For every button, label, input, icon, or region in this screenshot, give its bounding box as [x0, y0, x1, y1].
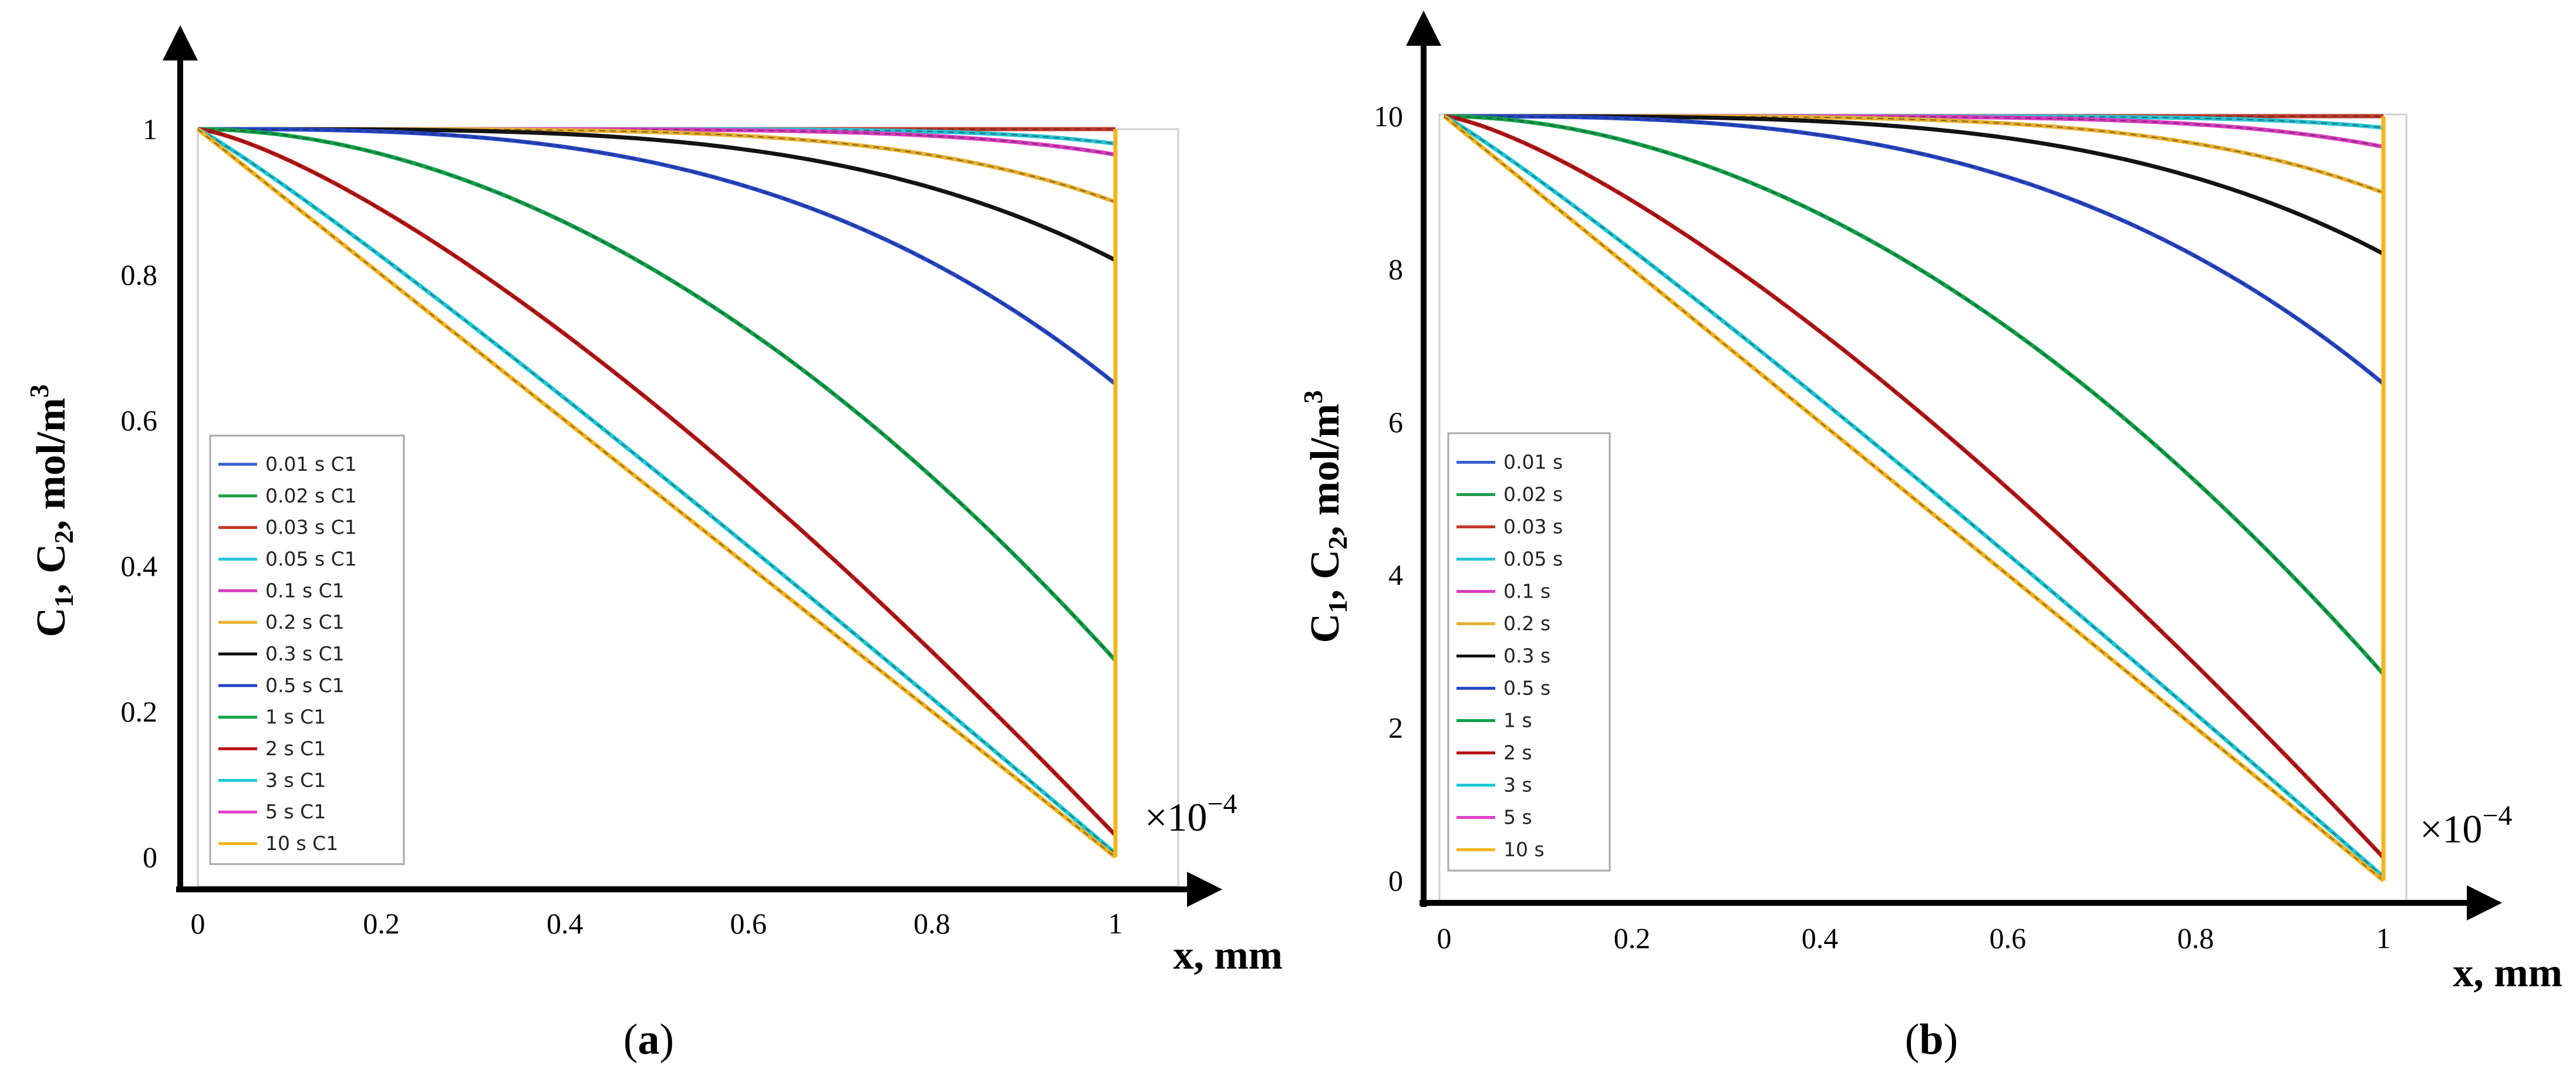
- legend-label-a-3: 0.05 s C1: [265, 547, 357, 570]
- y-tick-label-a-3: 0.6: [121, 404, 158, 437]
- y-tick-label-a-4: 0.8: [121, 258, 158, 291]
- y-tick-label-b-5: 10: [1374, 100, 1403, 133]
- series-overlay-b-6: [1444, 116, 2384, 255]
- y-axis-label-b: C1, C2, mol/m3: [1298, 390, 1353, 643]
- panel-label-b: (b): [1905, 1016, 1958, 1064]
- legend-b: 0.01 s 0.02 s 0.03 s 0.05 s 0.1 s 0.2 s 0.3 s 0…: [1447, 432, 1611, 872]
- series-overlay-a-10: [197, 129, 1116, 854]
- y-tick-label-b-2: 4: [1388, 558, 1403, 591]
- x-ticks-b: 0 0.2 0.4 0.6 0.8 1: [1437, 922, 2391, 955]
- x-tick-label-b-4: 0.8: [2177, 922, 2214, 955]
- y-axis-label-a: C1, C2, mol/m3: [24, 385, 79, 638]
- y-tick-label-a-0: 0: [143, 841, 157, 874]
- legend-label-b-1: 0.02 s: [1503, 483, 1563, 506]
- legend-label-b-8: 1 s: [1503, 709, 1532, 732]
- panel-label-a: (a): [623, 1016, 674, 1064]
- x-axis-label-a: x, mm: [1173, 933, 1283, 978]
- legend-items-a: 0.01 s C1 0.02 s C1 0.03 s C1 0.05 s C1 0.1 …: [218, 453, 357, 855]
- series-overlay-b-5: [1444, 116, 2384, 194]
- x-tick-label-a-4: 0.8: [913, 907, 950, 940]
- legend-a: 0.01 s C1 0.02 s C1 0.03 s C1 0.05 s C1 0.1 …: [209, 434, 405, 865]
- series-overlay-a-7: [198, 129, 1116, 385]
- x-tick-label-a-0: 0: [191, 907, 205, 940]
- series-overlay-b-12: [1444, 116, 2384, 881]
- series-overlay-a-12: [197, 129, 1116, 858]
- legend-items-b: 0.01 s 0.02 s 0.03 s 0.05 s 0.1 s 0.2 s 0.3 s 0…: [1456, 451, 1563, 861]
- y-tick-label-b-4: 8: [1388, 252, 1403, 285]
- x-tick-label-b-1: 0.2: [1614, 922, 1651, 955]
- legend-label-a-0: 0.01 s C1: [265, 453, 357, 476]
- legend-label-a-2: 0.03 s C1: [265, 516, 357, 539]
- series-overlay-b-10: [1444, 116, 2384, 878]
- x-tick-label-a-3: 0.6: [730, 907, 767, 940]
- x-tick-label-b-3: 0.6: [1990, 922, 2027, 955]
- legend-label-b-6: 0.3 s: [1503, 645, 1550, 667]
- legend-box-a: [209, 434, 405, 865]
- y-tick-label-a-1: 0.2: [121, 695, 158, 728]
- legend-label-a-7: 0.5 s C1: [265, 674, 345, 697]
- y-tick-label-b-1: 2: [1388, 711, 1403, 744]
- legend-label-a-10: 3 s C1: [265, 768, 326, 791]
- x-multiplier-b: ×10−4: [2420, 800, 2512, 851]
- series-overlay-a-8: [197, 129, 1116, 661]
- y-tick-label-b-3: 6: [1388, 406, 1403, 439]
- legend-label-a-9: 2 s C1: [265, 737, 326, 760]
- x-tick-label-b-0: 0: [1437, 922, 1452, 955]
- legend-label-a-12: 10 s C1: [265, 832, 338, 855]
- series-overlay-b-4: [1444, 116, 2384, 148]
- series-overlay-b-8: [1444, 116, 2384, 675]
- legend-label-a-11: 5 s C1: [265, 800, 326, 823]
- legend-label-b-3: 0.05 s: [1503, 548, 1563, 571]
- legend-label-b-10: 3 s: [1503, 774, 1532, 797]
- legend-label-a-4: 0.1 s C1: [265, 579, 345, 602]
- legend-label-b-11: 5 s: [1503, 806, 1532, 829]
- x-tick-label-b-2: 0.4: [1802, 922, 1839, 955]
- x-tick-label-b-5: 1: [2376, 922, 2391, 955]
- legend-box-b: [1447, 432, 1611, 872]
- legend-label-a-5: 0.2 s C1: [265, 611, 345, 633]
- x-tick-label-a-5: 1: [1108, 907, 1123, 940]
- legend-label-b-5: 0.2 s: [1503, 612, 1550, 635]
- x-ticks-a: 0 0.2 0.4 0.6 0.8 1: [191, 907, 1123, 940]
- legend-label-b-9: 2 s: [1503, 741, 1532, 764]
- chart-b: 0 2 4 6 8 10 0 0.2 0.4 0.6 0.8 1 0.01 s 0.02 s 0.03 …: [1298, 11, 2562, 1064]
- y-tick-label-a-5: 1: [143, 113, 157, 146]
- legend-label-b-12: 10 s: [1503, 838, 1545, 861]
- x-tick-label-a-2: 0.4: [547, 907, 584, 940]
- y-ticks-a: 0 0.2 0.4 0.6 0.8 1: [121, 113, 158, 874]
- legend-label-a-8: 1 s C1: [265, 706, 326, 729]
- legend-label-a-1: 0.02 s C1: [265, 484, 357, 507]
- legend-label-b-7: 0.5 s: [1503, 677, 1550, 700]
- series-overlay-a-9: [197, 129, 1116, 836]
- y-tick-label-a-2: 0.4: [121, 549, 158, 582]
- x-axis-label-b: x, mm: [2453, 950, 2562, 996]
- legend-label-b-0: 0.01 s: [1503, 451, 1563, 474]
- x-tick-label-a-1: 0.2: [363, 907, 400, 940]
- series-overlay-b-9: [1444, 116, 2384, 858]
- series-group-b: [1442, 114, 2386, 882]
- legend-label-a-6: 0.3 s C1: [265, 642, 345, 665]
- legend-label-b-2: 0.03 s: [1503, 515, 1563, 538]
- x-multiplier-a: ×10−4: [1145, 788, 1237, 839]
- series-group-a: [196, 127, 1118, 859]
- legend-label-b-4: 0.1 s: [1503, 580, 1550, 603]
- series-line-b-7: [1444, 114, 2385, 386]
- y-ticks-b: 0 2 4 6 8 10: [1374, 100, 1403, 897]
- y-tick-label-b-0: 0: [1388, 864, 1403, 897]
- chart-a: 00.20.40.60.81 0 0.2 0.4 0.6 0.8 1 0.01 s C10…: [24, 25, 1283, 1064]
